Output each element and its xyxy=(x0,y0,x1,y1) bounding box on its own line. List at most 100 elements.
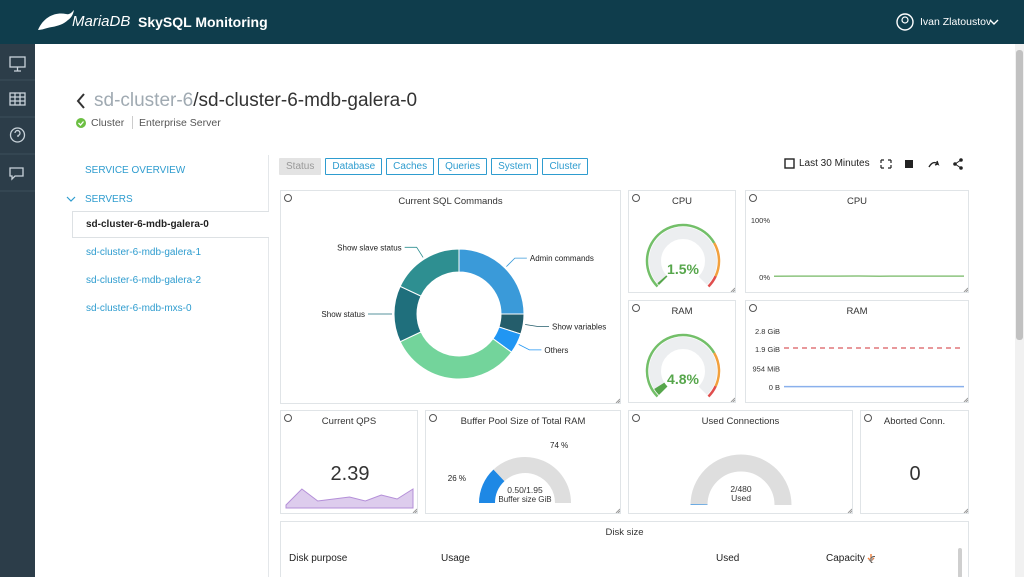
share-icon[interactable] xyxy=(953,158,963,170)
resize-handle xyxy=(616,399,620,403)
y-tick-label: 100% xyxy=(751,216,771,225)
resize-handle xyxy=(848,509,852,513)
panel: 0% 100% CPU xyxy=(745,190,969,293)
resize-handle xyxy=(731,398,735,402)
header: MariaDB SkySQL Monitoring Ivan Zlatousto… xyxy=(0,0,1024,44)
slice-label: Admin commands xyxy=(530,254,594,263)
panel-title: Disk size xyxy=(281,527,968,538)
monitor-icon[interactable] xyxy=(10,57,25,67)
scrollbar[interactable] xyxy=(1015,44,1024,577)
resize-handle xyxy=(731,288,735,292)
gauge-value xyxy=(659,386,663,391)
panel-title: CPU xyxy=(746,196,968,207)
panel: 1.5% CPU xyxy=(628,190,736,293)
product-name: SkySQL Monitoring xyxy=(138,14,268,30)
label-line xyxy=(519,344,542,349)
panel: 0 Aborted Conn. xyxy=(860,410,969,514)
panel-title: RAM xyxy=(746,306,968,317)
tab[interactable]: System xyxy=(491,158,538,175)
server-link[interactable]: sd-cluster-6-mdb-galera-1 xyxy=(86,247,201,258)
status-ok-icon xyxy=(75,117,87,129)
back-button[interactable] xyxy=(74,92,88,110)
breadcrumb-parent[interactable]: sd-cluster-6 xyxy=(94,90,193,111)
resize-handle xyxy=(964,509,968,513)
table-scrollbar[interactable] xyxy=(958,548,962,577)
slice-label: Show variables xyxy=(552,322,606,331)
slice-label: Others xyxy=(544,346,568,355)
panel-title: Used Connections xyxy=(629,416,852,427)
stat-value: 0 xyxy=(909,463,920,485)
fullscreen-icon[interactable] xyxy=(881,160,891,168)
label-line xyxy=(405,247,423,257)
chat-icon[interactable] xyxy=(10,168,23,179)
sparkline-area xyxy=(286,489,413,508)
icon-rail xyxy=(0,44,35,577)
tab[interactable]: Database xyxy=(325,158,382,175)
server-link[interactable]: sd-cluster-6-mdb-galera-2 xyxy=(86,275,201,286)
panel: Disk size Disk purpose Usage Used Capaci… xyxy=(280,521,969,577)
panel: 0 B 954 MiB 1.9 GiB 2.8 GiB RAM xyxy=(745,300,969,403)
gauge-segment-label: 74 % xyxy=(550,441,568,450)
service-overview-link[interactable]: SERVICE OVERVIEW xyxy=(85,165,185,176)
panel: Admin commands Show variables Others Show s… xyxy=(280,190,621,404)
gauge-segment-label: 26 % xyxy=(448,474,466,483)
user-name[interactable]: Ivan Zlatoustov xyxy=(920,16,991,28)
servers-chevron[interactable] xyxy=(66,194,76,204)
column-header: Used xyxy=(716,553,739,564)
column-header: Usage xyxy=(441,553,470,564)
gauge-segment xyxy=(487,475,499,503)
tab[interactable]: Cluster xyxy=(542,158,588,175)
gauge-center-label: 0.50/1.95 xyxy=(507,485,543,495)
pie-chart: Admin commands Show variables Others Show s… xyxy=(281,191,621,404)
tab[interactable]: Status xyxy=(279,158,321,175)
gauge-label: 1.5% xyxy=(667,261,699,277)
panel-title: RAM xyxy=(629,306,735,317)
logo xyxy=(38,10,74,30)
stat-value: 2.39 xyxy=(331,463,370,485)
y-tick-label: 0 B xyxy=(769,383,780,392)
panel-title: Current QPS xyxy=(281,416,417,427)
service-edition: Enterprise Server xyxy=(139,117,221,129)
sort-icon[interactable] xyxy=(867,553,875,563)
gauge-caption: Buffer size GiB xyxy=(498,495,551,504)
gauge-value xyxy=(662,279,663,280)
user-icon-head xyxy=(902,17,908,23)
resize-handle xyxy=(964,398,968,402)
panel-title: Aborted Conn. xyxy=(861,416,968,427)
server-link[interactable]: sd-cluster-6-mdb-mxs-0 xyxy=(86,303,192,314)
panel: 4.8% RAM xyxy=(628,300,736,403)
calendar-icon[interactable] xyxy=(785,159,794,168)
resize-handle xyxy=(616,509,620,513)
column-header[interactable]: Capacity xyxy=(826,553,865,564)
servers-toggle[interactable]: SERVERS xyxy=(85,194,133,205)
scroll-thumb[interactable] xyxy=(1016,50,1023,340)
gauge-label: 4.8% xyxy=(667,371,699,387)
y-tick-label: 954 MiB xyxy=(752,364,780,373)
breadcrumb-current: /sd-cluster-6-mdb-galera-0 xyxy=(193,90,417,111)
y-tick-label: 1.9 GiB xyxy=(755,345,780,354)
y-tick-label: 0% xyxy=(759,273,770,282)
forward-icon[interactable] xyxy=(929,161,938,167)
slice-label: Show status xyxy=(321,310,365,319)
gauge-caption: Used xyxy=(731,493,751,503)
rail-icons xyxy=(0,44,35,577)
time-range[interactable]: Last 30 Minutes xyxy=(799,158,870,169)
tab[interactable]: Queries xyxy=(438,158,487,175)
resize-handle xyxy=(413,509,417,513)
table-icon[interactable] xyxy=(10,93,25,105)
label-line xyxy=(506,258,526,266)
panel-title: Buffer Pool Size of Total RAM xyxy=(426,416,620,427)
tab[interactable]: Caches xyxy=(386,158,434,175)
brand: MariaDB xyxy=(72,13,130,30)
server-link[interactable]: sd-cluster-6-mdb-galera-0 xyxy=(86,219,209,230)
service-kind: Cluster xyxy=(91,117,124,129)
panel-title: CPU xyxy=(629,196,735,207)
save-icon[interactable] xyxy=(905,160,913,168)
user-icon xyxy=(897,14,913,30)
y-tick-label: 2.8 GiB xyxy=(755,327,780,336)
breadcrumb: sd-cluster-6/sd-cluster-6-mdb-galera-0 xyxy=(94,90,417,112)
